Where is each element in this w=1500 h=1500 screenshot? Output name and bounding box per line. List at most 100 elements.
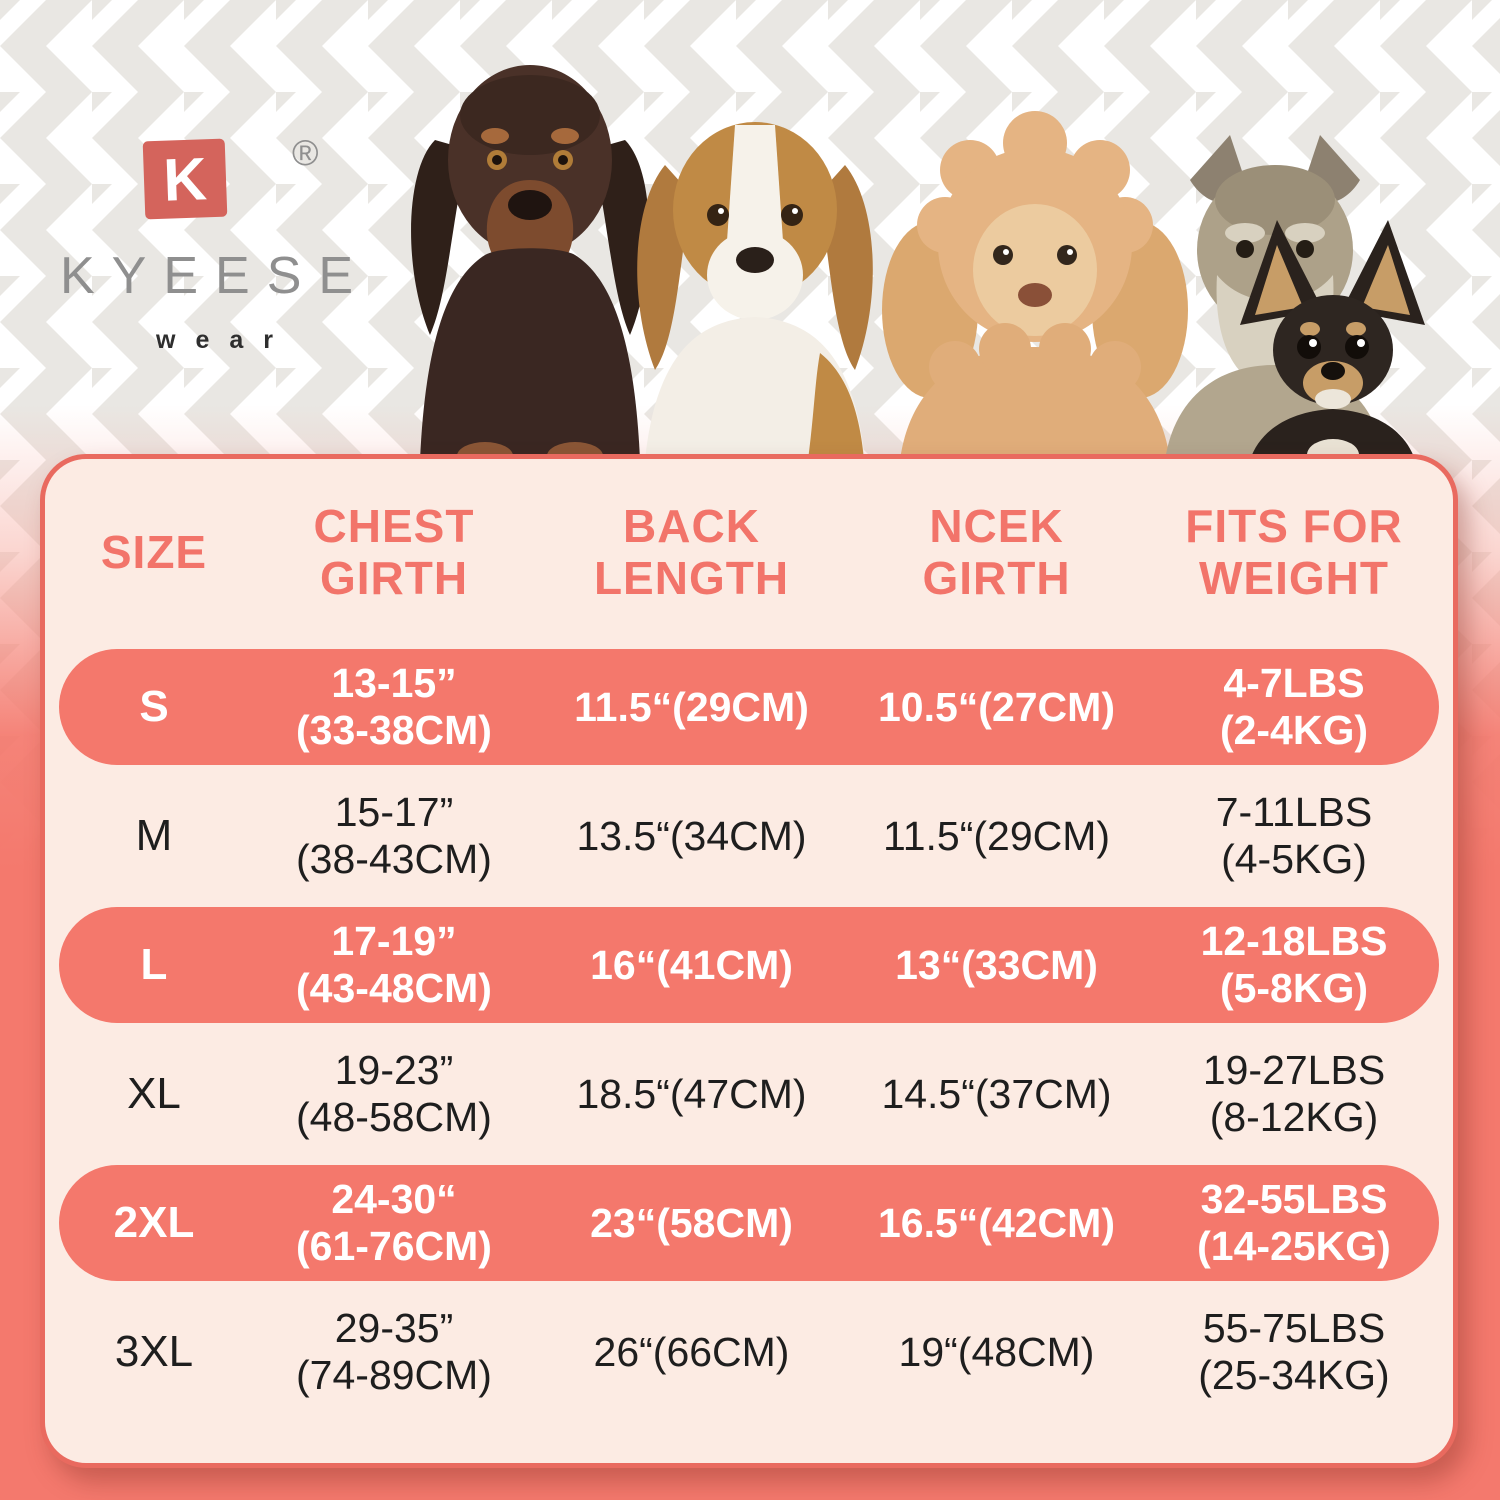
neck-girth-cell: 14.5“(37CM) xyxy=(844,1071,1149,1118)
registered-trademark-icon: ® xyxy=(292,132,319,173)
col-header-size: SIZE xyxy=(59,493,249,613)
col-header-line: CHEST xyxy=(313,500,475,553)
weight-lbs: 7-11LBS xyxy=(1215,789,1373,836)
size-cell: S xyxy=(59,682,249,732)
back-length-value: 13.5“(34CM) xyxy=(576,812,807,859)
chest-girth-cm: (74-89CM) xyxy=(296,1352,492,1398)
col-header-line: FITS FOR xyxy=(1185,500,1403,553)
chest-girth-cm: (61-76CM) xyxy=(296,1223,492,1269)
weight-cell: 19-27LBS (8-12KG) xyxy=(1149,1047,1439,1140)
col-header-neck-girth: NCEK GIRTH xyxy=(844,493,1149,613)
col-header-line: NCEK xyxy=(929,500,1064,553)
weight-cell: 55-75LBS (25-34KG) xyxy=(1149,1305,1439,1398)
neck-girth-value: 11.5“(29CM) xyxy=(882,812,1111,859)
back-length-value: 23“(58CM) xyxy=(590,1199,793,1246)
back-length-cell: 26“(66CM) xyxy=(539,1329,844,1376)
neck-girth-value: 10.5“(27CM) xyxy=(878,683,1115,730)
weight-lbs: 55-75LBS xyxy=(1202,1305,1386,1352)
size-value: L xyxy=(140,939,168,989)
col-header-line: GIRTH xyxy=(922,552,1071,604)
weight-kg: (5-8KG) xyxy=(1219,965,1369,1011)
neck-girth-cell: 13“(33CM) xyxy=(844,942,1149,989)
neck-girth-value: 13“(33CM) xyxy=(895,941,1098,988)
chest-girth-cm: (43-48CM) xyxy=(296,965,492,1011)
weight-lbs: 32-55LBS xyxy=(1200,1176,1388,1223)
logo-mark-row: K ® xyxy=(142,132,390,220)
neck-girth-value: 16.5“(42CM) xyxy=(878,1199,1115,1246)
weight-cell: 7-11LBS (4-5KG) xyxy=(1149,789,1439,882)
size-value: 2XL xyxy=(113,1197,195,1247)
table-body: S 13-15” (33-38CM) 11.5“(29CM) 10.5“(27CM… xyxy=(59,649,1439,1410)
chest-girth-inches: 19-23” xyxy=(334,1047,454,1094)
dogs-photo-row xyxy=(411,65,1425,460)
size-table-panel: SIZE CHEST GIRTH BACK LENGTH NCEK GIRTH FIT… xyxy=(40,454,1458,1468)
neck-girth-cell: 11.5“(29CM) xyxy=(844,813,1149,860)
table-row: M 15-17” (38-43CM) 13.5“(34CM) 11.5“(29CM… xyxy=(59,778,1439,894)
back-length-value: 11.5“(29CM) xyxy=(574,683,809,730)
back-length-cell: 13.5“(34CM) xyxy=(539,813,844,860)
size-cell: 2XL xyxy=(59,1198,249,1248)
chest-girth-cell: 15-17” (38-43CM) xyxy=(249,789,539,882)
weight-lbs: 12-18LBS xyxy=(1200,918,1388,965)
weight-kg: (4-5KG) xyxy=(1221,836,1367,882)
dog-photo-beagle xyxy=(637,122,873,460)
size-value: 3XL xyxy=(114,1326,194,1376)
chest-girth-inches: 24-30“ xyxy=(331,1176,457,1223)
table-row: S 13-15” (33-38CM) 11.5“(29CM) 10.5“(27CM… xyxy=(59,649,1439,765)
col-header-line: LENGTH xyxy=(593,552,790,604)
weight-kg: (2-4KG) xyxy=(1219,707,1369,753)
weight-lbs: 4-7LBS xyxy=(1223,660,1365,707)
brand-tagline: wear xyxy=(156,326,293,354)
dog-photo-chihuahua xyxy=(1240,220,1425,460)
weight-lbs: 19-27LBS xyxy=(1202,1047,1386,1094)
logo-k-mark: K xyxy=(142,138,228,220)
size-cell: M xyxy=(59,811,249,861)
weight-kg: (14-25KG) xyxy=(1197,1223,1391,1269)
size-value: S xyxy=(139,681,169,731)
chest-girth-cell: 29-35” (74-89CM) xyxy=(249,1305,539,1398)
chest-girth-inches: 15-17” xyxy=(334,789,454,836)
chest-girth-cell: 24-30“ (61-76CM) xyxy=(249,1176,539,1269)
brand-logo: K ® KYEESE wear xyxy=(60,132,390,355)
back-length-cell: 18.5“(47CM) xyxy=(539,1071,844,1118)
size-cell: L xyxy=(59,940,249,990)
back-length-cell: 23“(58CM) xyxy=(539,1200,844,1247)
chest-girth-cell: 17-19” (43-48CM) xyxy=(249,918,539,1011)
back-length-value: 18.5“(47CM) xyxy=(576,1070,807,1117)
dog-photo-poodle xyxy=(882,111,1188,460)
neck-girth-value: 19“(48CM) xyxy=(898,1328,1095,1375)
table-row: L 17-19” (43-48CM) 16“(41CM) 13“(33CM) 12… xyxy=(59,907,1439,1023)
table-row: 2XL 24-30“ (61-76CM) 23“(58CM) 16.5“(42CM… xyxy=(59,1165,1439,1281)
chest-girth-cell: 13-15” (33-38CM) xyxy=(249,660,539,753)
col-header-fits-for-weight: FITS FOR WEIGHT xyxy=(1149,493,1439,613)
neck-girth-cell: 16.5“(42CM) xyxy=(844,1200,1149,1247)
back-length-value: 26“(66CM) xyxy=(593,1328,790,1375)
weight-cell: 32-55LBS (14-25KG) xyxy=(1149,1176,1439,1269)
back-length-value: 16“(41CM) xyxy=(590,941,793,988)
weight-kg: (25-34KG) xyxy=(1198,1352,1390,1398)
size-value: XL xyxy=(127,1068,181,1118)
dog-photo-doberman xyxy=(411,65,649,460)
chest-girth-cm: (38-43CM) xyxy=(296,836,492,882)
col-header-chest-girth: CHEST GIRTH xyxy=(249,493,539,613)
size-value: M xyxy=(135,810,173,860)
brand-name: KYEESE xyxy=(60,247,371,305)
chest-girth-inches: 17-19” xyxy=(331,918,457,965)
chest-girth-cm: (33-38CM) xyxy=(296,707,492,753)
size-cell: 3XL xyxy=(59,1327,249,1377)
chest-girth-inches: 13-15” xyxy=(331,660,457,707)
col-header-line: SIZE xyxy=(100,526,208,579)
chest-girth-inches: 29-35” xyxy=(334,1305,454,1352)
weight-cell: 12-18LBS (5-8KG) xyxy=(1149,918,1439,1011)
table-row: 3XL 29-35” (74-89CM) 26“(66CM) 19“(48CM) … xyxy=(59,1294,1439,1410)
neck-girth-cell: 19“(48CM) xyxy=(844,1329,1149,1376)
size-cell: XL xyxy=(59,1069,249,1119)
col-header-line: WEIGHT xyxy=(1199,552,1389,604)
col-header-line: BACK xyxy=(623,500,760,553)
chest-girth-cm: (48-58CM) xyxy=(296,1094,492,1140)
back-length-cell: 11.5“(29CM) xyxy=(539,684,844,731)
col-header-line: GIRTH xyxy=(319,552,469,604)
chest-girth-cell: 19-23” (48-58CM) xyxy=(249,1047,539,1140)
table-row: XL 19-23” (48-58CM) 18.5“(47CM) 14.5“(37C… xyxy=(59,1036,1439,1152)
